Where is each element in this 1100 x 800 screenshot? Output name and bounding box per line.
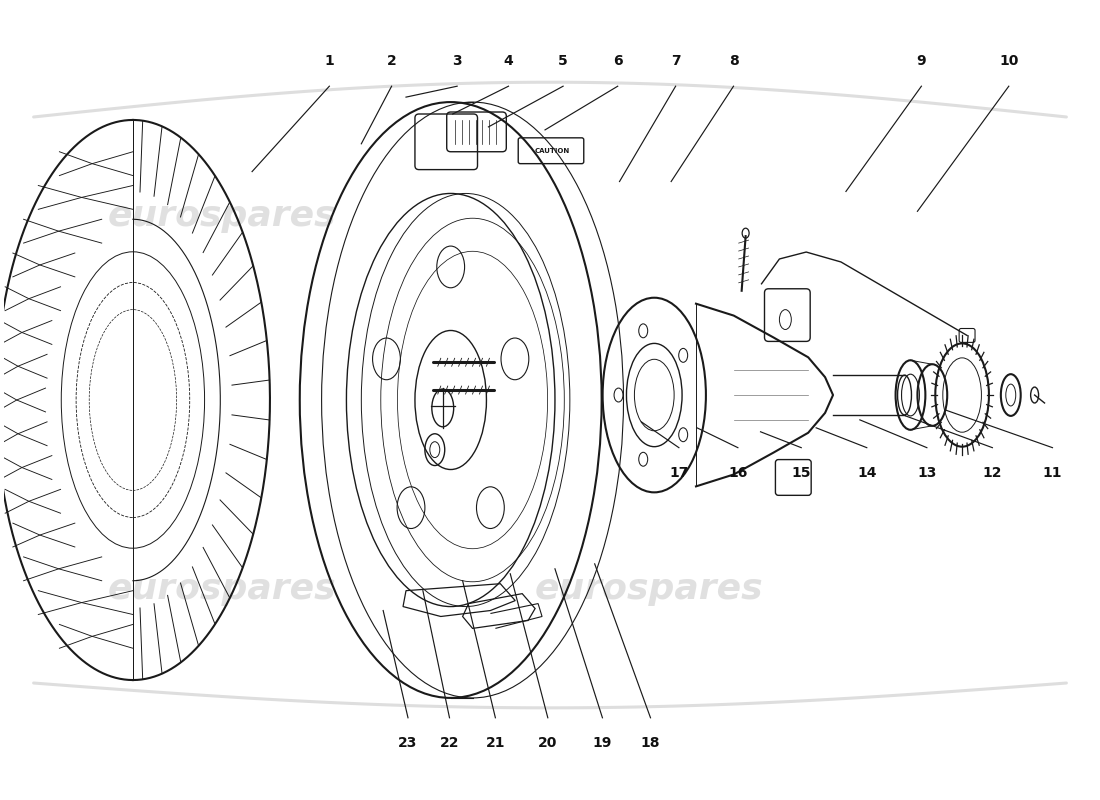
Text: CAUTION: CAUTION xyxy=(535,148,570,154)
Text: 3: 3 xyxy=(452,54,462,68)
Text: 2: 2 xyxy=(387,54,396,68)
Text: 16: 16 xyxy=(728,466,748,479)
Text: 18: 18 xyxy=(640,736,660,750)
Text: 20: 20 xyxy=(538,736,558,750)
Text: 22: 22 xyxy=(440,736,460,750)
Text: eurospares: eurospares xyxy=(108,572,337,606)
Text: 12: 12 xyxy=(982,466,1002,479)
Text: 1: 1 xyxy=(324,54,334,68)
Text: 23: 23 xyxy=(398,736,418,750)
Text: 15: 15 xyxy=(792,466,811,479)
Text: 14: 14 xyxy=(857,466,877,479)
Text: 7: 7 xyxy=(671,54,681,68)
Text: 13: 13 xyxy=(917,466,936,479)
Text: 11: 11 xyxy=(1043,466,1063,479)
Text: 9: 9 xyxy=(916,54,926,68)
Text: 21: 21 xyxy=(485,736,505,750)
Text: eurospares: eurospares xyxy=(535,572,763,606)
Text: 19: 19 xyxy=(593,736,612,750)
Text: 4: 4 xyxy=(504,54,514,68)
Text: 10: 10 xyxy=(999,54,1019,68)
Text: eurospares: eurospares xyxy=(108,199,337,234)
Text: 8: 8 xyxy=(728,54,738,68)
Text: 5: 5 xyxy=(558,54,568,68)
Text: 17: 17 xyxy=(669,466,689,479)
Text: 6: 6 xyxy=(613,54,623,68)
